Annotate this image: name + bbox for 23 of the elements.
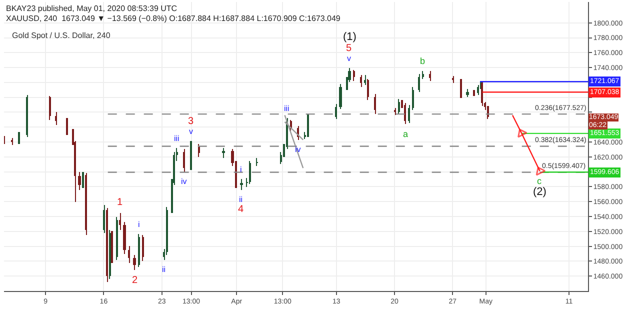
annotation: 5 [346,43,352,54]
annotation: ii [162,265,166,274]
annotation: 4 [238,204,244,215]
annotation: v [347,54,351,63]
annotation: iv [181,177,187,186]
annotation: (1) [343,31,356,43]
annotation: 2 [132,275,138,286]
chart-title: BKAY23 published, May 01, 2020 08:53:39 UTC [6,4,178,13]
annotation: ii [239,195,243,204]
annotation: iii [284,104,290,113]
annotation: v [189,127,193,136]
text: XAUUSD, 240 1673.049 ▼ −13.569 (−0.8%) O:1687.884 H:1687.884 L:1670.909 C:1673.049 [6,14,341,23]
annotation: b [420,56,426,66]
annotation: 1 [117,197,123,208]
annotation: c [537,176,542,186]
annotation: (2) [533,186,546,198]
annotation: Gold Spot / U.S. Dollar, 240 [12,31,111,40]
annotation: 3 [188,116,194,127]
annotation: a [403,129,408,139]
annotation: i [138,220,140,229]
annotation: i [240,165,242,174]
annotation: iv [295,145,301,154]
annotation: iii [174,134,180,143]
